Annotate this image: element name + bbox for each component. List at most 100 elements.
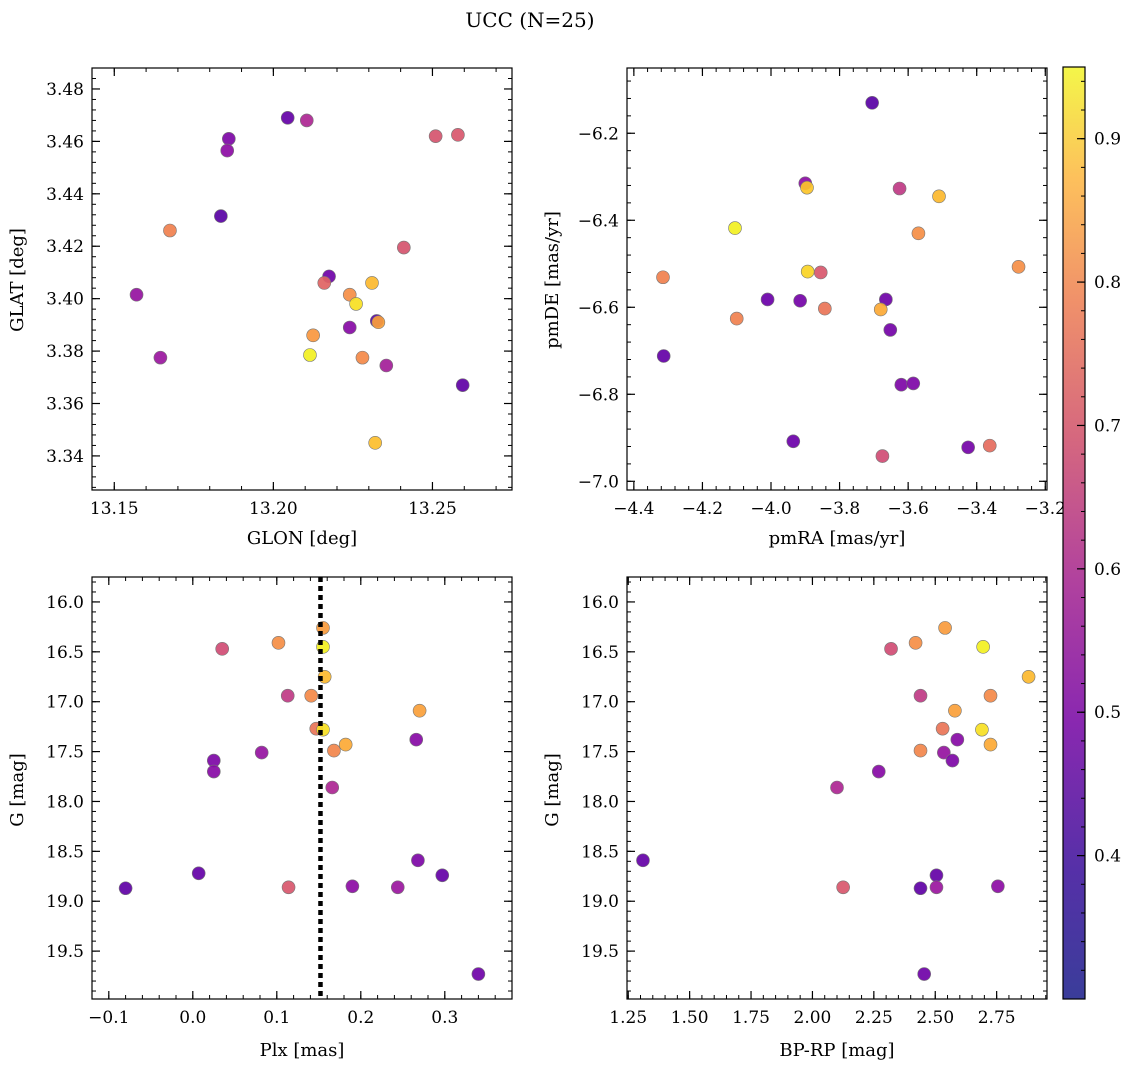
scatter-point [913, 881, 928, 896]
scatter-point [906, 376, 921, 391]
y-tick-label: 18.5 [46, 842, 84, 862]
scatter-point [281, 880, 296, 895]
scatter-point [349, 297, 363, 311]
scatter-point [873, 302, 888, 317]
y-tick-label: 17.0 [581, 693, 619, 713]
scatter-point [636, 853, 650, 868]
y-tick-label: 17.0 [46, 693, 84, 713]
y-tick-label: 3.40 [46, 290, 84, 310]
scatter-point [317, 276, 332, 290]
scatter-point [1011, 260, 1026, 274]
y-tick-label: −7.0 [578, 472, 619, 492]
axes-frame [91, 67, 513, 491]
x-tick-label: 1.50 [671, 1008, 709, 1028]
scatter-point [983, 737, 998, 752]
scatter-point [836, 880, 850, 895]
scatter-point [280, 111, 295, 125]
x-tick-label: 2.50 [916, 1008, 954, 1028]
scatter-point [412, 703, 427, 718]
x-tick-label: −3.4 [956, 499, 997, 519]
scatter-point [908, 636, 923, 650]
scatter-point [214, 209, 228, 223]
scatter-point [935, 721, 950, 736]
scatter-point [280, 688, 295, 703]
scatter-point [911, 226, 926, 241]
scatter-point [342, 320, 357, 335]
x-tick-label: 13.25 [408, 499, 457, 519]
scatter-point [327, 743, 341, 758]
scatter-point [220, 143, 235, 158]
scatter-point [961, 440, 975, 455]
scatter-point [945, 753, 960, 768]
scatter-point [883, 323, 898, 337]
y-tick-label: −6.2 [578, 124, 619, 144]
scatter-point [800, 180, 814, 195]
scatter-point [365, 276, 379, 290]
colorbar-tick-label: 0.6 [1094, 560, 1121, 580]
x-tick-label: −4.0 [750, 499, 791, 519]
y-tick-label: 16.0 [581, 593, 619, 613]
scatter-point [871, 764, 886, 779]
scatter-point [875, 449, 890, 463]
figure-title: UCC (N=25) [465, 8, 594, 32]
x-axis-label: BP-RP [mag] [779, 1040, 894, 1061]
x-tick-label: −3.6 [888, 499, 929, 519]
scatter-point [932, 189, 946, 204]
y-tick-label: 18.0 [581, 792, 619, 812]
scatter-point [950, 732, 965, 747]
scatter-point [786, 434, 801, 449]
scatter-point [800, 264, 815, 279]
x-tick-label: 2.25 [855, 1008, 893, 1028]
scatter-point [913, 743, 928, 758]
scatter-point [207, 764, 221, 779]
panel-pmra-pmde: pmRA [mas/yr] pmDE [mas/yr] −4.4 −4.2 −4.0… [542, 67, 1066, 549]
colorbar-tick-label: 0.5 [1094, 703, 1121, 723]
ticks: 13.15 13.20 13.25 3.34 3.36 3.38 3.40 3.42 3.44 3… [46, 67, 512, 519]
scatter-point [306, 328, 320, 343]
axes-frame [91, 576, 513, 1000]
y-tick-label: −6.8 [578, 385, 619, 405]
y-tick-label: 19.5 [581, 942, 619, 962]
scatter-point [892, 181, 907, 196]
panel-bprp-g: BP-RP [mag] G [mag] 1.25 1.50 1.75 2.00 2.25… [542, 576, 1048, 1061]
x-axis-label: pmRA [mas/yr] [769, 528, 906, 549]
scatter-point [455, 378, 470, 392]
scatter-point [983, 688, 998, 703]
scatter-points [129, 111, 470, 450]
x-tick-label: −3.2 [1025, 499, 1066, 519]
scatter-point [729, 311, 744, 326]
panel-glon-glat: GLON [deg] GLAT [deg] 13.15 13.20 13.25 3.3… [7, 67, 513, 549]
scatter-point [304, 688, 319, 703]
y-tick-label: 16.5 [46, 643, 84, 663]
scatter-point [254, 745, 269, 760]
scatter-point [982, 438, 997, 453]
y-tick-label: 3.38 [46, 342, 84, 362]
y-tick-label: 3.36 [46, 395, 84, 415]
scatter-point [338, 737, 353, 752]
scatter-point [818, 301, 832, 316]
ticks: −0.1 0.0 0.1 0.2 0.3 16.0 16.5 17.0 17.5 18.0 18.5… [46, 577, 513, 1028]
scatter-point [948, 703, 962, 718]
scatter-point [129, 287, 144, 302]
scatter-point [728, 221, 742, 235]
y-tick-label: 18.5 [581, 842, 619, 862]
x-tick-label: 1.75 [732, 1008, 770, 1028]
x-tick-label: 1.25 [609, 1008, 647, 1028]
y-tick-label: 19.0 [581, 892, 619, 912]
scatter-point [656, 349, 671, 363]
scatter-point [325, 780, 340, 795]
y-tick-label: 3.46 [46, 132, 84, 152]
ticks: −4.4 −4.2 −4.0 −3.8 −3.6 −3.4 −3.2 −7.0 −6.8 −6.6… [578, 68, 1066, 519]
scatter-point [299, 113, 314, 128]
panel-plx-g: Plx [mas] G [mag] −0.1 0.0 0.1 0.2 0.3 16.0 16… [7, 576, 513, 1061]
x-tick-label: 13.20 [249, 499, 298, 519]
scatter-point [215, 642, 229, 656]
scatter-point [435, 868, 450, 883]
scatter-point [1021, 669, 1036, 684]
x-tick-label: −4.2 [682, 499, 723, 519]
scatter-point [793, 293, 807, 308]
scatter-point [428, 129, 443, 143]
y-tick-label: 16.5 [581, 643, 619, 663]
colorbar-tick-label: 0.7 [1094, 416, 1121, 436]
colorbar-tick-label: 0.8 [1094, 273, 1121, 293]
